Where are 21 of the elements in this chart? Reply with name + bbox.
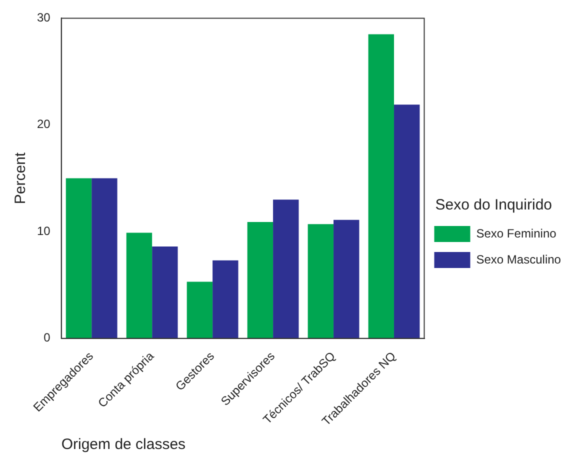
- bar: [212, 260, 238, 338]
- bar: [66, 178, 92, 338]
- y-tick-label: 30: [36, 10, 51, 25]
- x-axis-title: Origem de classes: [61, 436, 186, 454]
- y-tick-label: 10: [36, 224, 51, 238]
- bar: [247, 222, 274, 338]
- legend-title: Sexo do Inquirido: [435, 196, 552, 214]
- bar: [394, 104, 420, 338]
- y-tick-label: 0: [44, 330, 51, 345]
- y-axis-title: Percent: [12, 152, 30, 204]
- bar: [126, 232, 152, 338]
- legend-label: Sexo Feminino: [476, 226, 557, 240]
- bar: [334, 220, 360, 338]
- bar: [152, 246, 178, 338]
- bar: [186, 282, 213, 338]
- bar: [92, 178, 118, 338]
- legend-label: Sexo Masculino: [476, 252, 562, 266]
- y-tick-label: 20: [36, 117, 51, 132]
- bar: [368, 34, 394, 338]
- bar: [273, 200, 299, 338]
- bar: [308, 224, 334, 338]
